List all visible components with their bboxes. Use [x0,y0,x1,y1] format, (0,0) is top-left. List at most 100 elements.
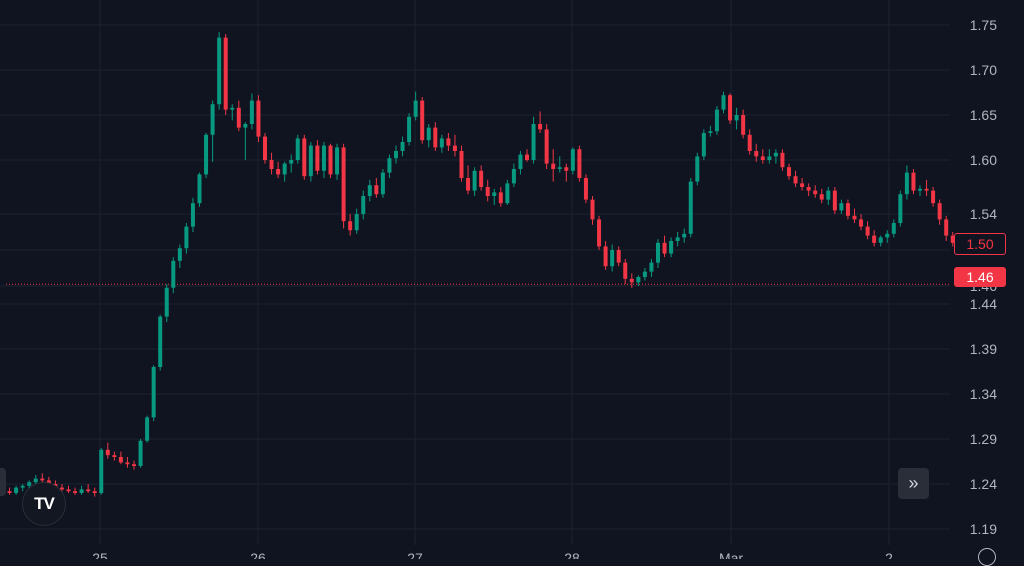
y-axis-tick-label: 1.39 [970,341,997,357]
candle-down [112,455,117,457]
candle-up [675,237,680,241]
tradingview-logo-icon[interactable]: TV [22,482,66,526]
candle-up [426,127,431,141]
candle-down [728,95,733,121]
candle-up [570,149,575,171]
candle-down [525,154,529,160]
y-axis-tick-label: 1.34 [970,386,997,402]
candle-up [518,154,523,169]
candle-down [865,226,870,236]
candle-down [950,235,955,243]
candle-down [433,127,438,148]
candle-down [832,190,837,211]
candle-up [826,190,831,200]
candle-up [642,271,647,277]
candle-down [845,203,850,216]
candle-up [145,417,150,441]
candle-down [564,167,569,171]
candle-up [904,172,909,195]
candle-down [813,190,818,195]
y-axis-tick-label: 1.29 [970,431,997,447]
candle-down [872,235,877,243]
candle-down [466,178,471,191]
candle-up [27,482,32,486]
y-axis-tick-label: 1.54 [970,206,997,222]
candle-down [341,147,346,222]
candle-down [590,199,595,220]
candle-down [551,163,556,169]
candle-up [354,214,359,231]
candle-up [505,183,510,204]
candle-down [629,278,634,283]
candle-down [7,491,12,493]
candle-down [747,134,752,151]
left-scroll-handle-icon[interactable] [0,468,6,496]
crosshair-price-label: 1.46 [954,267,1006,287]
candle-down [125,462,130,465]
candle-down [118,457,123,463]
candle-down [498,192,503,204]
candle-up [636,277,641,283]
candle-up [695,156,700,182]
candle-up [138,440,143,466]
candle-down [944,219,949,236]
candle-down [459,151,464,178]
scroll-to-realtime-icon[interactable]: » [898,468,929,499]
candle-down [328,145,333,175]
candle-down [315,145,320,171]
candle-down [485,187,490,196]
y-axis-tick-label: 1.44 [970,296,997,312]
candle-down [256,100,261,137]
candle-up [33,478,38,483]
candle-up [243,124,248,128]
candle-up [918,188,922,191]
candle-down [105,449,110,456]
candle-up [184,226,189,249]
candle-up [400,142,405,151]
candle-up [839,203,844,211]
candle-down [538,124,543,130]
candle-up [878,237,883,243]
candle-up [20,485,25,488]
candle-up [669,241,674,254]
candle-up [177,248,182,261]
last-price-label: 1.50 [954,233,1006,255]
candle-up [380,172,385,195]
candle-up [734,115,739,121]
candle-up [14,487,19,493]
candle-down [263,136,267,160]
candle-up [610,250,615,267]
candle-down [59,487,64,490]
candle-down [236,107,241,128]
candle-down [819,194,824,200]
candle-up [99,449,104,493]
candle-up [158,316,163,367]
candle-down [92,491,97,493]
candle-up [688,181,693,234]
candle-down [603,246,608,267]
candle-up [701,133,706,157]
candle-up [649,262,654,272]
x-axis-tick-label: 28 [564,550,580,559]
candle-up [367,185,372,196]
candle-up [79,489,84,493]
candle-down [623,262,628,279]
candle-up [361,196,366,214]
candle-up [472,170,477,191]
candle-down [937,203,942,220]
candle-down [348,221,353,231]
chart-settings-icon[interactable] [978,548,996,566]
candle-up [721,95,726,110]
candle-up [249,100,254,124]
candle-down [132,464,136,466]
candle-up [282,163,287,175]
candle-up [656,242,660,263]
x-axis-tick-label: 26 [250,550,266,559]
candle-down [800,183,805,187]
candle-down [911,172,916,191]
x-axis-tick-label: 27 [407,550,423,559]
candle-down [931,190,936,204]
candle-down [754,151,759,157]
